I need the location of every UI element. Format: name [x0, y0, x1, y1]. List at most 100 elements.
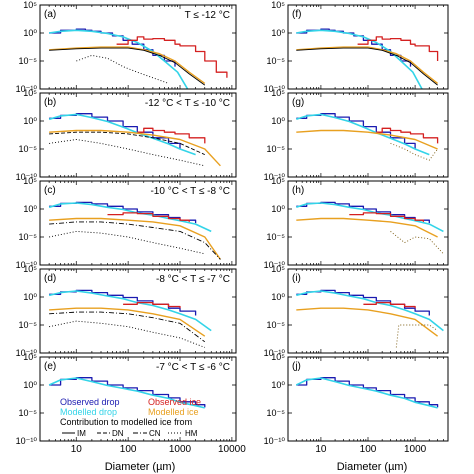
panel-b-ytick-label: 10⁻⁵ — [19, 144, 38, 154]
panel-j-label: (j) — [292, 361, 301, 372]
panel-e-ytick-label: 10⁵ — [23, 352, 37, 362]
panel-g-ytick-label: 10⁻¹⁰ — [264, 172, 286, 182]
panel-e-label: (e) — [44, 361, 56, 372]
panel-i-series — [296, 289, 444, 348]
panel-b-ytick-label: 10⁵ — [23, 88, 37, 98]
panel-j-ytick-label: 10⁻¹⁰ — [264, 436, 286, 446]
panel-a-series — [48, 28, 228, 89]
panel-f-series — [296, 28, 439, 89]
panel-d-series-cn — [49, 311, 206, 343]
panel-e-ytick-label: 10⁰ — [23, 380, 37, 390]
panel-a: 10⁵ 10⁰ 10⁻⁵ 10⁻¹⁰ (a) T ≤ -12 °C — [16, 0, 237, 94]
panel-a-ytick-label: 10⁻⁵ — [19, 56, 38, 66]
panel-e-xtick-label: 1000 — [169, 444, 192, 455]
panel-c-ytick-label: 10⁰ — [23, 204, 37, 214]
panel-g-ytick-label: 10⁵ — [271, 88, 285, 98]
panel-h-series — [296, 201, 444, 255]
panel-d-ytick-label: 10⁵ — [23, 264, 37, 274]
panel-c-ytick-label: 10⁻⁵ — [19, 232, 38, 242]
panel-f-ytick-label: 10⁻¹⁰ — [264, 84, 286, 94]
x-axis-label-right: Diameter (µm) — [337, 461, 408, 473]
legend-observed-ice: Observed ice — [148, 397, 201, 407]
panel-g-series-hm — [390, 142, 438, 161]
panel-d-ytick-label: 10⁻⁵ — [19, 320, 38, 330]
panel-i-ytick-label: 10⁰ — [271, 292, 285, 302]
panel-b-series-modelled-ice — [49, 129, 221, 167]
panel-j-ytick-label: 10⁻⁵ — [267, 408, 286, 418]
legend-cn: CN — [149, 429, 161, 438]
panel-b-label: (b) — [44, 97, 56, 108]
panel-i-ytick-label: 10⁵ — [271, 264, 285, 274]
panel-j: 10⁵ 10⁰ 10⁻⁵ 10⁻¹⁰ 10 100 1000 (j) — [264, 352, 449, 455]
panel-d-series-modelled-ice — [49, 307, 206, 337]
panel-e: 10⁵ 10⁰ 10⁻⁵ 10⁻¹⁰ 10 100 1000 10000 (e) -7 °C < … — [16, 352, 247, 455]
panel-e-xtick-label: 100 — [120, 444, 137, 455]
panel-c-series-hm — [49, 230, 205, 255]
panel-b-frame — [39, 92, 237, 178]
panel-e-title: -7 °C < T ≤ -6 °C — [156, 362, 230, 373]
panel-g-ytick-label: 10⁰ — [271, 116, 285, 126]
panel-a-ytick-label: 10⁰ — [23, 28, 37, 38]
panel-c-series-cn — [49, 221, 221, 260]
panel-a-series-observed-ice — [116, 36, 228, 78]
panel-e-xtick-label: 10 — [71, 444, 83, 455]
panel-a-series-observed-drop — [49, 28, 176, 67]
legend-modelled-drop: Modelled drop — [60, 407, 117, 417]
panel-a-series-modelled-drop — [48, 29, 189, 89]
panel-d-series — [48, 289, 212, 348]
panel-e-ytick-label: 10⁻⁵ — [19, 408, 38, 418]
panel-d-series-observed-ice — [123, 301, 181, 309]
panel-h: 10⁵ 10⁰ 10⁻⁵ 10⁻¹⁰ (h) — [264, 176, 449, 270]
panel-d-ytick-label: 10⁻¹⁰ — [16, 348, 38, 358]
panel-j-xtick-label: 1000 — [404, 444, 427, 455]
panel-b: 10⁵ 10⁰ 10⁻⁵ 10⁻¹⁰ (b) -12 °C < T ≤ -10 °C — [16, 88, 237, 182]
panel-j-series — [295, 377, 439, 409]
panel-j-frame — [287, 356, 449, 442]
panel-f-ytick-label: 10⁻⁵ — [267, 56, 286, 66]
panel-d-series-modelled-drop — [48, 290, 212, 332]
panel-a-series-hm — [76, 54, 169, 84]
panel-h-ytick-label: 10⁻¹⁰ — [264, 260, 286, 270]
panel-d-ytick-label: 10⁰ — [23, 292, 37, 302]
panel-b-series-hm — [49, 139, 205, 167]
panel-j-ytick-label: 10⁰ — [271, 380, 285, 390]
panel-f-label: (f) — [292, 9, 301, 20]
panel-i-series-modelled-drop — [296, 290, 444, 332]
panel-h-ytick-label: 10⁵ — [271, 176, 285, 186]
panel-a-frame — [39, 4, 237, 90]
panel-f-series-observed-ice — [357, 36, 439, 61]
panel-j-xtick-label: 10 — [315, 444, 327, 455]
panel-c-series-observed-ice — [107, 212, 190, 222]
panel-d-series-hm — [49, 320, 205, 348]
panel-c-frame — [39, 180, 237, 266]
panel-h-series-modelled-ice — [296, 217, 438, 238]
panel-c: 10⁵ 10⁰ 10⁻⁵ 10⁻¹⁰ (c) -10 °C < T ≤ -8 °C — [16, 176, 237, 270]
legend-im: IM — [77, 429, 86, 438]
panel-i-ytick-label: 10⁻⁵ — [267, 320, 286, 330]
panel-h-ytick-label: 10⁰ — [271, 204, 285, 214]
panel-c-series-modelled-drop — [48, 202, 212, 233]
panel-a-title: T ≤ -12 °C — [185, 10, 230, 21]
legend-dn: DN — [112, 429, 124, 438]
panel-f-series-modelled-drop — [296, 29, 423, 89]
panel-i: 10⁵ 10⁰ 10⁻⁵ 10⁻¹⁰ (i) — [264, 264, 449, 358]
panel-c-ytick-label: 10⁻¹⁰ — [16, 260, 38, 270]
panel-g-series-modelled-ice — [296, 129, 438, 150]
panel-c-series-modelled-ice — [49, 217, 221, 260]
legend: Observed drop Modelled drop Observed ice… — [60, 397, 201, 438]
panel-i-series-modelled-ice — [296, 307, 439, 337]
panel-h-series-hm — [390, 231, 444, 255]
panel-e-series — [48, 377, 206, 409]
panel-d-label: (d) — [44, 273, 56, 284]
x-axis-label-left: Diameter (µm) — [105, 461, 176, 473]
panel-g: 10⁵ 10⁰ 10⁻⁵ 10⁻¹⁰ (g) — [264, 88, 449, 182]
panel-h-series-modelled-drop — [296, 202, 444, 233]
panel-g-series-modelled-drop — [296, 113, 430, 156]
legend-modelled-ice: Modelled ice — [148, 407, 199, 417]
panel-i-label: (i) — [292, 273, 301, 284]
panel-j-series-modelled-drop — [295, 377, 438, 409]
panel-b-series — [48, 113, 221, 167]
panel-b-series-dn — [49, 131, 205, 156]
panel-f: 10⁵ 10⁰ 10⁻⁵ 10⁻¹⁰ (f) — [264, 0, 449, 94]
